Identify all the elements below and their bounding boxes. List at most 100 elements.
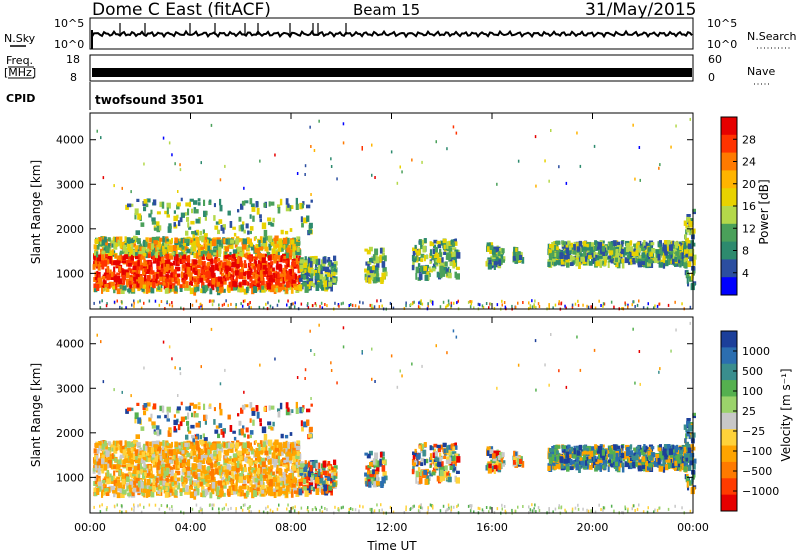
echo-cell bbox=[280, 255, 284, 261]
echo-cell bbox=[162, 276, 167, 282]
echo-cell bbox=[119, 236, 123, 241]
echo-cell bbox=[270, 261, 274, 266]
echo-cell bbox=[193, 444, 197, 450]
echo-cell bbox=[96, 458, 101, 466]
echo-cell bbox=[284, 264, 288, 270]
echo-cell bbox=[238, 256, 243, 263]
echo-cell bbox=[222, 224, 226, 230]
echo-cell bbox=[139, 450, 143, 456]
echo-cell bbox=[132, 265, 137, 270]
echo-cell bbox=[684, 249, 689, 256]
echo-cell bbox=[183, 266, 186, 271]
echo-cell bbox=[155, 440, 161, 445]
echo-cell bbox=[266, 282, 272, 290]
echo-cell bbox=[677, 255, 682, 260]
echo-cell bbox=[139, 246, 143, 252]
echo-cell bbox=[321, 284, 325, 291]
echo-cell bbox=[218, 465, 221, 473]
echo-cell bbox=[219, 244, 223, 249]
echo-cell bbox=[195, 299, 198, 303]
echo-cell bbox=[229, 488, 234, 495]
echo-cell bbox=[258, 488, 263, 494]
echo-cell bbox=[253, 490, 258, 497]
echo-cell bbox=[137, 458, 142, 465]
echo-cell bbox=[217, 229, 220, 235]
echo-cell bbox=[438, 241, 442, 249]
echo-cell bbox=[220, 465, 224, 473]
echo-cell bbox=[193, 463, 198, 469]
echo-cell bbox=[675, 251, 680, 256]
echo-cell bbox=[100, 461, 103, 468]
echo-cell bbox=[153, 227, 157, 231]
echo-cell bbox=[286, 451, 291, 457]
echo-cell bbox=[501, 303, 503, 307]
echo-cell bbox=[133, 272, 137, 277]
echo-cell bbox=[641, 247, 645, 252]
echo-cell bbox=[582, 303, 584, 307]
echo-cell bbox=[229, 284, 234, 291]
echo-cell bbox=[257, 281, 260, 286]
echo-cell bbox=[426, 266, 431, 270]
echo-cell bbox=[184, 238, 189, 243]
echo-cell bbox=[154, 259, 159, 263]
echo-cell bbox=[93, 301, 95, 305]
echo-cell bbox=[315, 462, 319, 469]
echo-cell bbox=[253, 266, 257, 270]
echo-cell bbox=[296, 236, 300, 240]
echo-cell bbox=[112, 474, 116, 481]
echo-cell bbox=[324, 303, 326, 306]
echo-cell bbox=[285, 485, 290, 492]
echo-cell bbox=[140, 222, 145, 227]
echo-cell bbox=[602, 256, 607, 260]
echo-cell bbox=[255, 243, 260, 248]
echo-cell bbox=[493, 263, 496, 270]
echo-cell bbox=[586, 304, 588, 308]
echo-cell bbox=[435, 259, 438, 263]
echo-cell bbox=[258, 444, 261, 451]
echo-cell bbox=[351, 303, 354, 307]
echo-cell bbox=[115, 264, 119, 268]
echo-cell bbox=[250, 244, 254, 251]
echo-cell bbox=[278, 264, 282, 272]
echo-cell bbox=[289, 454, 293, 460]
echo-cell bbox=[261, 287, 265, 293]
echo-cell bbox=[668, 260, 671, 265]
echo-cell bbox=[558, 302, 560, 306]
echo-cell bbox=[434, 246, 438, 253]
echo-cell bbox=[264, 457, 269, 461]
echo-cell bbox=[194, 491, 198, 497]
echo-cell bbox=[304, 173, 306, 176]
echo-cell bbox=[689, 221, 694, 228]
echo-cell bbox=[183, 251, 188, 256]
echo-cell bbox=[144, 278, 147, 284]
echo-cell bbox=[422, 245, 426, 253]
echo-cell bbox=[197, 202, 201, 206]
echo-cell bbox=[96, 129, 98, 133]
echo-cell bbox=[513, 255, 516, 261]
echo-cell bbox=[529, 304, 532, 308]
cpid-label: CPID bbox=[6, 92, 35, 105]
echo-cell bbox=[604, 259, 607, 266]
echo-cell bbox=[631, 251, 636, 256]
echo-cell bbox=[94, 443, 99, 448]
echo-cell bbox=[268, 243, 272, 248]
echo-cell bbox=[288, 473, 293, 479]
echo-cell bbox=[208, 199, 212, 203]
echo-cell bbox=[332, 271, 336, 276]
echo-cell bbox=[336, 177, 338, 181]
echo-cell bbox=[241, 489, 244, 497]
echo-cell bbox=[287, 299, 289, 303]
echo-cell bbox=[268, 201, 271, 207]
echo-cell bbox=[285, 260, 288, 264]
echo-cell bbox=[235, 455, 238, 461]
echo-cell bbox=[116, 299, 118, 303]
echo-cell bbox=[684, 234, 687, 240]
echo-cell bbox=[219, 178, 222, 182]
echo-cell bbox=[632, 123, 634, 127]
echo-cell bbox=[261, 285, 265, 290]
echo-cell bbox=[182, 264, 186, 269]
echo-cell bbox=[200, 161, 202, 165]
power-colorbar-label: Power [dB] bbox=[757, 179, 771, 244]
echo-cell bbox=[592, 254, 597, 262]
echo-cell bbox=[440, 240, 443, 246]
